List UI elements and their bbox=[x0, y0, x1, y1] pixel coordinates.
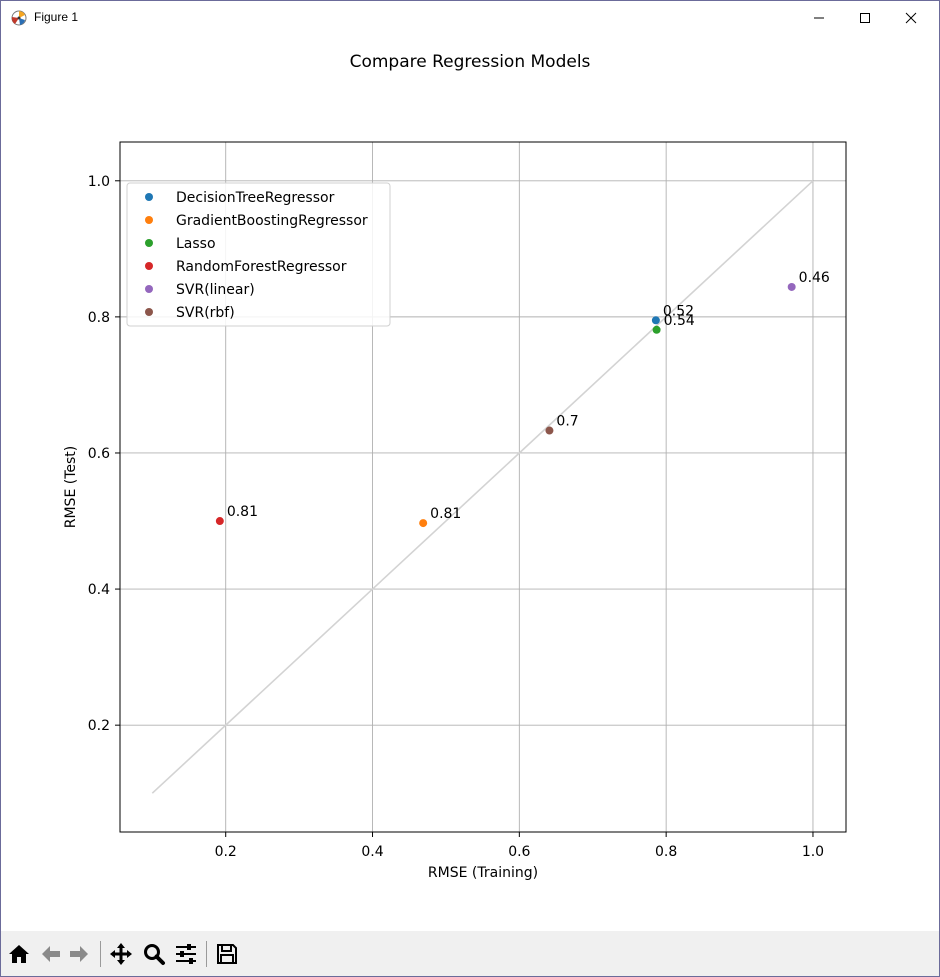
data-point bbox=[419, 519, 428, 528]
close-icon bbox=[905, 12, 917, 24]
legend-marker bbox=[145, 216, 153, 224]
minimize-button[interactable] bbox=[796, 1, 842, 35]
scatter-chart: Compare Regression Models 0.520.810.540.… bbox=[63, 52, 847, 881]
y-tick-label: 0.6 bbox=[88, 446, 110, 462]
pan-move-icon bbox=[110, 943, 132, 965]
point-labels: 0.52 0.81 0.54 0.81 0.46 0.7 bbox=[227, 270, 830, 522]
zoom-magnifier-icon bbox=[144, 944, 165, 965]
legend-entry: Lasso bbox=[176, 236, 216, 252]
legend-entry: DecisionTreeRegressor bbox=[176, 190, 335, 206]
legend-box bbox=[126, 182, 391, 327]
legend: DecisionTreeRegressor GradientBoostingReg… bbox=[126, 182, 391, 327]
minimize-icon bbox=[814, 17, 824, 19]
navigation-toolbar bbox=[1, 931, 939, 976]
data-label: 0.81 bbox=[430, 506, 461, 522]
forward-button[interactable] bbox=[65, 940, 93, 968]
chart-title: Compare Regression Models bbox=[350, 52, 591, 72]
data-point bbox=[787, 282, 796, 291]
x-tick-label: 1.0 bbox=[802, 844, 824, 860]
configure-subplots-button[interactable] bbox=[172, 940, 200, 968]
reference-line-layer bbox=[151, 180, 814, 794]
figure-canvas[interactable]: Compare Regression Models 0.52 0.81 0.54 0.… bbox=[1, 35, 939, 931]
save-disk-icon bbox=[217, 944, 237, 964]
legend-entry: SVR(linear) bbox=[176, 282, 255, 298]
data-point bbox=[545, 426, 554, 435]
home-icon bbox=[9, 945, 29, 963]
data-point bbox=[651, 316, 660, 325]
forward-arrow-icon bbox=[70, 946, 88, 962]
legend-entry: RandomForestRegressor bbox=[176, 259, 347, 275]
y-tick-label: 0.2 bbox=[88, 718, 110, 734]
back-button[interactable] bbox=[37, 940, 65, 968]
maximize-icon bbox=[860, 13, 870, 23]
toolbar-separator bbox=[100, 941, 101, 967]
home-button[interactable] bbox=[5, 940, 33, 968]
back-arrow-icon bbox=[42, 946, 60, 962]
legend-marker bbox=[145, 285, 153, 293]
legend-marker bbox=[145, 193, 153, 201]
matplotlib-icon bbox=[11, 10, 27, 26]
data-label: 0.52 bbox=[663, 303, 694, 319]
y-tick-label: 0.8 bbox=[88, 310, 110, 326]
x-axis-ticks: 0.2 0.4 0.6 0.8 1.0 bbox=[215, 832, 824, 860]
legend-entry: SVR(rbf) bbox=[176, 305, 235, 321]
x-tick-label: 0.2 bbox=[215, 844, 237, 860]
legend-entry: GradientBoostingRegressor bbox=[176, 213, 368, 229]
title-bar[interactable]: Figure 1 bbox=[1, 1, 939, 35]
data-points bbox=[215, 282, 796, 528]
legend-marker bbox=[145, 262, 153, 270]
x-tick-label: 0.4 bbox=[361, 844, 383, 860]
legend-marker bbox=[145, 239, 153, 247]
data-label: 0.7 bbox=[556, 414, 578, 430]
x-axis-label: RMSE (Training) bbox=[428, 865, 538, 881]
y-tick-label: 1.0 bbox=[88, 174, 110, 190]
plot-area-frame bbox=[119, 141, 847, 833]
data-point bbox=[215, 517, 224, 526]
configure-subplots-icon bbox=[176, 944, 196, 964]
data-point bbox=[652, 325, 661, 334]
reference-diagonal-line bbox=[151, 180, 814, 794]
y-tick-label: 0.4 bbox=[88, 582, 110, 598]
window-title: Figure 1 bbox=[34, 10, 79, 24]
data-label: 0.81 bbox=[227, 504, 258, 520]
close-button[interactable] bbox=[888, 1, 934, 35]
x-tick-label: 0.8 bbox=[655, 844, 677, 860]
y-axis-ticks: 0.2 0.4 0.6 0.8 1.0 bbox=[88, 174, 120, 734]
data-label: 0.46 bbox=[799, 270, 830, 286]
data-label: 0.54 bbox=[664, 313, 695, 329]
save-button[interactable] bbox=[213, 940, 241, 968]
x-tick-label: 0.6 bbox=[508, 844, 530, 860]
maximize-button[interactable] bbox=[842, 1, 888, 35]
toolbar-separator bbox=[206, 941, 207, 967]
y-axis-label: RMSE (Test) bbox=[63, 446, 79, 528]
legend-marker bbox=[145, 308, 153, 316]
zoom-button[interactable] bbox=[140, 940, 168, 968]
pan-button[interactable] bbox=[107, 940, 135, 968]
